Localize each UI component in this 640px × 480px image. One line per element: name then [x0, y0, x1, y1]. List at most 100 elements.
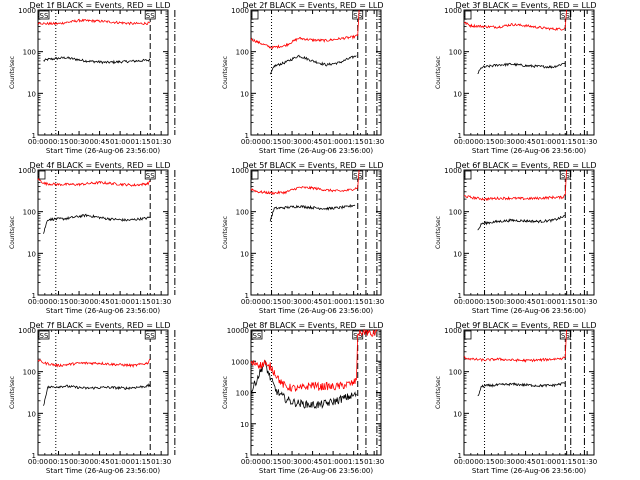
- panel-title: Det 6f BLACK = Events, RED = LLD: [455, 161, 596, 170]
- x-tick-label: 00:15: [48, 298, 68, 306]
- x-tick-label: 01:15: [557, 138, 577, 146]
- y-axis-label: Counts/sec: [435, 216, 442, 249]
- y-tick-label: 1000: [231, 167, 249, 175]
- x-tick-label: 01:30: [151, 458, 171, 466]
- y-tick-label: 100: [236, 49, 249, 57]
- plot-frame: [463, 9, 595, 136]
- x-tick-label: 00:15: [474, 458, 494, 466]
- y-axis-label: Counts/sec: [9, 216, 16, 249]
- events-series-line: [269, 203, 356, 222]
- x-tick-label: 00:30: [495, 298, 515, 306]
- y-tick-label: 10: [453, 250, 462, 258]
- x-tick-label: 01:15: [131, 298, 151, 306]
- events-series-line: [477, 215, 566, 231]
- x-tick-label: 01:00: [536, 138, 556, 146]
- y-tick-label: 100: [23, 49, 36, 57]
- x-tick-label: 01:15: [344, 138, 364, 146]
- plot-frame: [250, 9, 382, 136]
- events-series-line: [43, 383, 151, 406]
- x-axis-label: Start Time (26-Aug-06 23:56:00): [472, 147, 586, 155]
- y-axis-label: Counts/sec: [222, 216, 229, 249]
- x-tick-label: 01:15: [131, 458, 151, 466]
- lld-series-line: [463, 169, 567, 202]
- ss-marker-box: [559, 170, 571, 180]
- ss-marker-label: SS: [146, 332, 155, 340]
- x-tick-label: 01:30: [577, 298, 597, 306]
- x-tick-label: 01:15: [344, 458, 364, 466]
- x-tick-label: 01:00: [536, 298, 556, 306]
- x-tick-label: 01:00: [110, 138, 130, 146]
- x-tick-label: 01:30: [151, 298, 171, 306]
- y-tick-label: 10: [240, 90, 249, 98]
- x-tick-label: 00:00: [454, 458, 474, 466]
- ss-marker-label: SS: [40, 12, 49, 20]
- x-tick-label: 00:00: [28, 298, 48, 306]
- y-tick-label: 100: [23, 369, 36, 377]
- x-tick-label: 01:30: [577, 458, 597, 466]
- x-tick-label: 00:00: [241, 138, 261, 146]
- ss-marker-box: [144, 170, 156, 180]
- plot-frame: [37, 169, 169, 296]
- x-axis-label: Start Time (26-Aug-06 23:56:00): [259, 147, 373, 155]
- lld-series-line: [37, 177, 151, 187]
- ss-marker-box: [352, 10, 364, 20]
- y-axis-label: Counts/sec: [222, 56, 229, 89]
- ss-marker-box: [559, 10, 571, 20]
- x-tick-label: 00:00: [454, 298, 474, 306]
- ss-marker-label: SS: [353, 12, 362, 20]
- panel-2: Det 2f BLACK = Events, RED = LLD Counts/s…: [222, 1, 384, 155]
- y-tick-label: 10000: [227, 327, 249, 335]
- x-tick-label: 00:00: [241, 298, 261, 306]
- ss-marker-box: [251, 170, 259, 180]
- x-tick-label: 00:15: [261, 458, 281, 466]
- lld-series-line: [250, 169, 360, 196]
- x-axis-label: Start Time (26-Aug-06 23:56:00): [472, 307, 586, 315]
- y-tick-label: 10: [27, 250, 36, 258]
- events-series-line: [43, 56, 151, 65]
- panel-8: Det 8f BLACK = Events, RED = LLD Counts/s…: [222, 321, 384, 475]
- ss-marker-box: [251, 330, 263, 340]
- y-tick-label: 1000: [18, 327, 36, 335]
- x-tick-label: 01:15: [557, 458, 577, 466]
- panel-title: Det 7f BLACK = Events, RED = LLD: [29, 321, 170, 330]
- y-tick-label: 10: [453, 410, 462, 418]
- y-axis-label: Counts/sec: [9, 376, 16, 409]
- y-tick-label: 100: [449, 369, 462, 377]
- x-tick-label: 00:15: [261, 138, 281, 146]
- x-tick-label: 01:15: [344, 298, 364, 306]
- x-tick-label: 00:45: [515, 138, 535, 146]
- panel-title: Det 3f BLACK = Events, RED = LLD: [455, 1, 596, 10]
- x-tick-label: 00:45: [89, 138, 109, 146]
- events-series-line: [250, 359, 357, 410]
- ss-marker-box: [559, 330, 571, 340]
- x-axis-label: Start Time (26-Aug-06 23:56:00): [472, 467, 586, 475]
- panel-5: Det 5f BLACK = Events, RED = LLD Counts/s…: [222, 161, 384, 315]
- x-tick-label: 00:15: [48, 458, 68, 466]
- x-tick-label: 00:15: [48, 138, 68, 146]
- x-tick-label: 00:45: [302, 458, 322, 466]
- y-axis-label: Counts/sec: [9, 56, 16, 89]
- plot-frame: [463, 329, 595, 456]
- ss-marker-box: [38, 330, 50, 340]
- x-tick-label: 01:30: [364, 298, 384, 306]
- panel-7: Det 7f BLACK = Events, RED = LLD Counts/s…: [9, 321, 176, 475]
- plot-frame: [37, 329, 169, 456]
- y-tick-label: 10: [453, 90, 462, 98]
- y-tick-label: 1: [245, 452, 249, 460]
- ss-marker-box: [464, 10, 472, 20]
- x-tick-label: 01:00: [110, 458, 130, 466]
- x-tick-label: 00:00: [241, 458, 261, 466]
- ss-marker-label: SS: [561, 332, 570, 340]
- x-tick-label: 01:30: [364, 458, 384, 466]
- y-tick-label: 1: [458, 452, 462, 460]
- events-series-line: [269, 54, 357, 75]
- x-tick-label: 01:15: [131, 138, 151, 146]
- ss-marker-label: SS: [353, 172, 362, 180]
- x-tick-label: 00:30: [282, 138, 302, 146]
- panel-6: Det 6f BLACK = Events, RED = LLD Counts/s…: [435, 161, 597, 315]
- panel-3: Det 3f BLACK = Events, RED = LLD Counts/s…: [435, 1, 597, 155]
- y-tick-label: 100: [23, 209, 36, 217]
- y-tick-label: 10: [240, 250, 249, 258]
- y-tick-label: 100: [236, 390, 249, 398]
